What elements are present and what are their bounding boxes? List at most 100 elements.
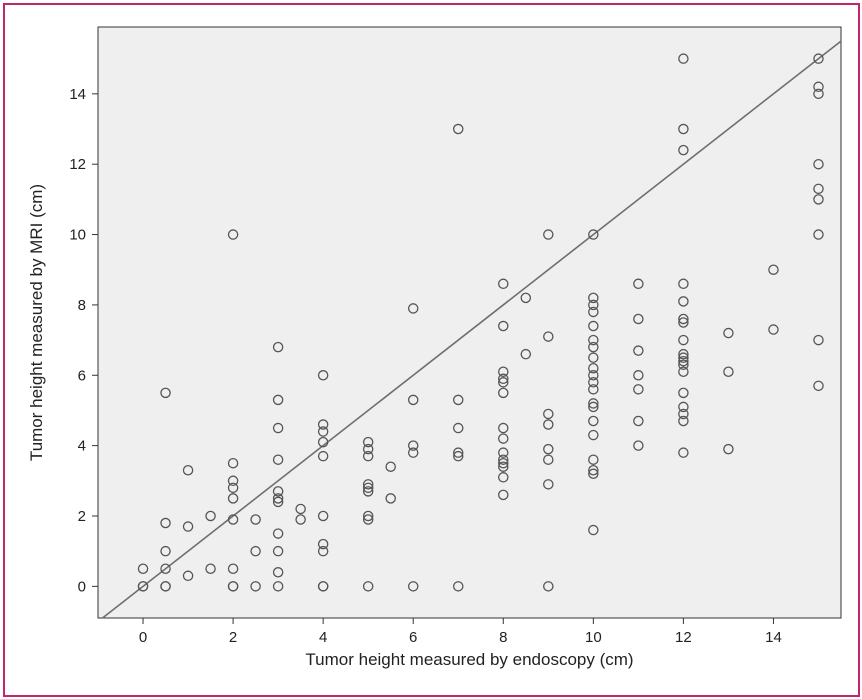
y-axis-title: Tumor height measured by MRI (cm) [27,184,46,461]
data-point [227,482,239,494]
data-point [588,292,599,304]
data-point [452,422,464,434]
data-point [678,334,689,346]
x-axis-title: Tumor height measured by endoscopy (cm) [305,650,633,669]
data-point [317,510,329,522]
data-point [588,334,599,346]
data-point [205,510,216,522]
x-tick-label: 14 [765,629,782,646]
data-point [498,433,509,444]
data-point [588,362,599,374]
data-point [633,345,644,356]
data-point [407,394,419,406]
x-tick-label: 0 [139,629,147,646]
data-point [633,384,644,395]
data-point [498,472,509,483]
data-point [678,348,689,360]
data-point [317,436,329,448]
data-point [678,355,689,367]
y-tick-label: 6 [78,367,86,384]
data-point [272,454,284,465]
data-point [588,229,599,240]
x-tick-label: 4 [319,629,327,646]
data-point [250,545,261,557]
y-tick-label: 14 [69,86,86,103]
data-point [160,563,171,575]
data-point [678,123,689,135]
data-point [633,278,644,290]
data-point [227,514,239,525]
identity-reference-line [102,40,842,619]
data-point [498,377,509,388]
data-point [498,387,509,399]
data-point [678,144,689,156]
y-tick-label: 0 [78,578,86,595]
data-point [588,320,599,332]
data-point [588,306,599,318]
data-point [678,408,689,420]
data-point [362,514,374,525]
data-point [498,422,509,434]
data-point [272,493,284,504]
data-point [678,313,689,325]
data-point [498,366,509,377]
y-tick-label: 10 [69,227,86,244]
data-point [227,457,239,469]
data-point [498,461,509,472]
data-point [407,447,419,458]
data-point [498,489,509,501]
data-point [498,320,509,332]
data-point [588,524,599,536]
data-point [588,401,599,413]
data-point [588,398,599,409]
data-point [160,581,171,592]
data-point [543,443,554,455]
x-axis: 0 2 4 6 8 10 12 14 [139,618,782,646]
data-point [160,517,171,529]
data-point [272,341,284,353]
data-point [452,394,464,406]
data-point [813,380,824,392]
data-point [813,88,824,100]
data-point [272,394,284,406]
data-point [678,278,689,290]
data-point [362,482,374,494]
data-point [362,443,374,455]
data-point [317,426,329,437]
plot-area [97,26,842,619]
data-point [227,581,239,592]
data-point [678,296,689,307]
data-point [362,450,374,462]
data-point [588,464,599,476]
y-tick-label: 2 [78,508,86,525]
data-point [452,447,464,458]
y-tick-label: 4 [78,438,86,455]
data-point [588,384,599,395]
data-point [272,545,284,557]
data-point [407,303,419,314]
data-point [362,486,374,497]
data-point [362,510,374,522]
data-point [633,370,644,381]
data-point [633,415,644,427]
x-tick-label: 2 [229,629,237,646]
data-point [813,334,824,346]
data-point [723,443,734,455]
data-point [250,581,261,592]
data-point [588,415,599,427]
data-point [678,352,689,363]
data-point [520,292,532,304]
data-point [633,440,644,451]
data-point [137,581,149,592]
data-point [588,352,599,363]
data-point [182,570,194,582]
data-point [543,408,554,420]
data-point [317,545,329,557]
data-point [317,370,329,381]
data-point [498,373,509,385]
data-point [813,53,824,64]
data-point [317,581,329,592]
data-point [498,457,509,469]
data-point [543,229,554,240]
data-point [498,454,509,465]
